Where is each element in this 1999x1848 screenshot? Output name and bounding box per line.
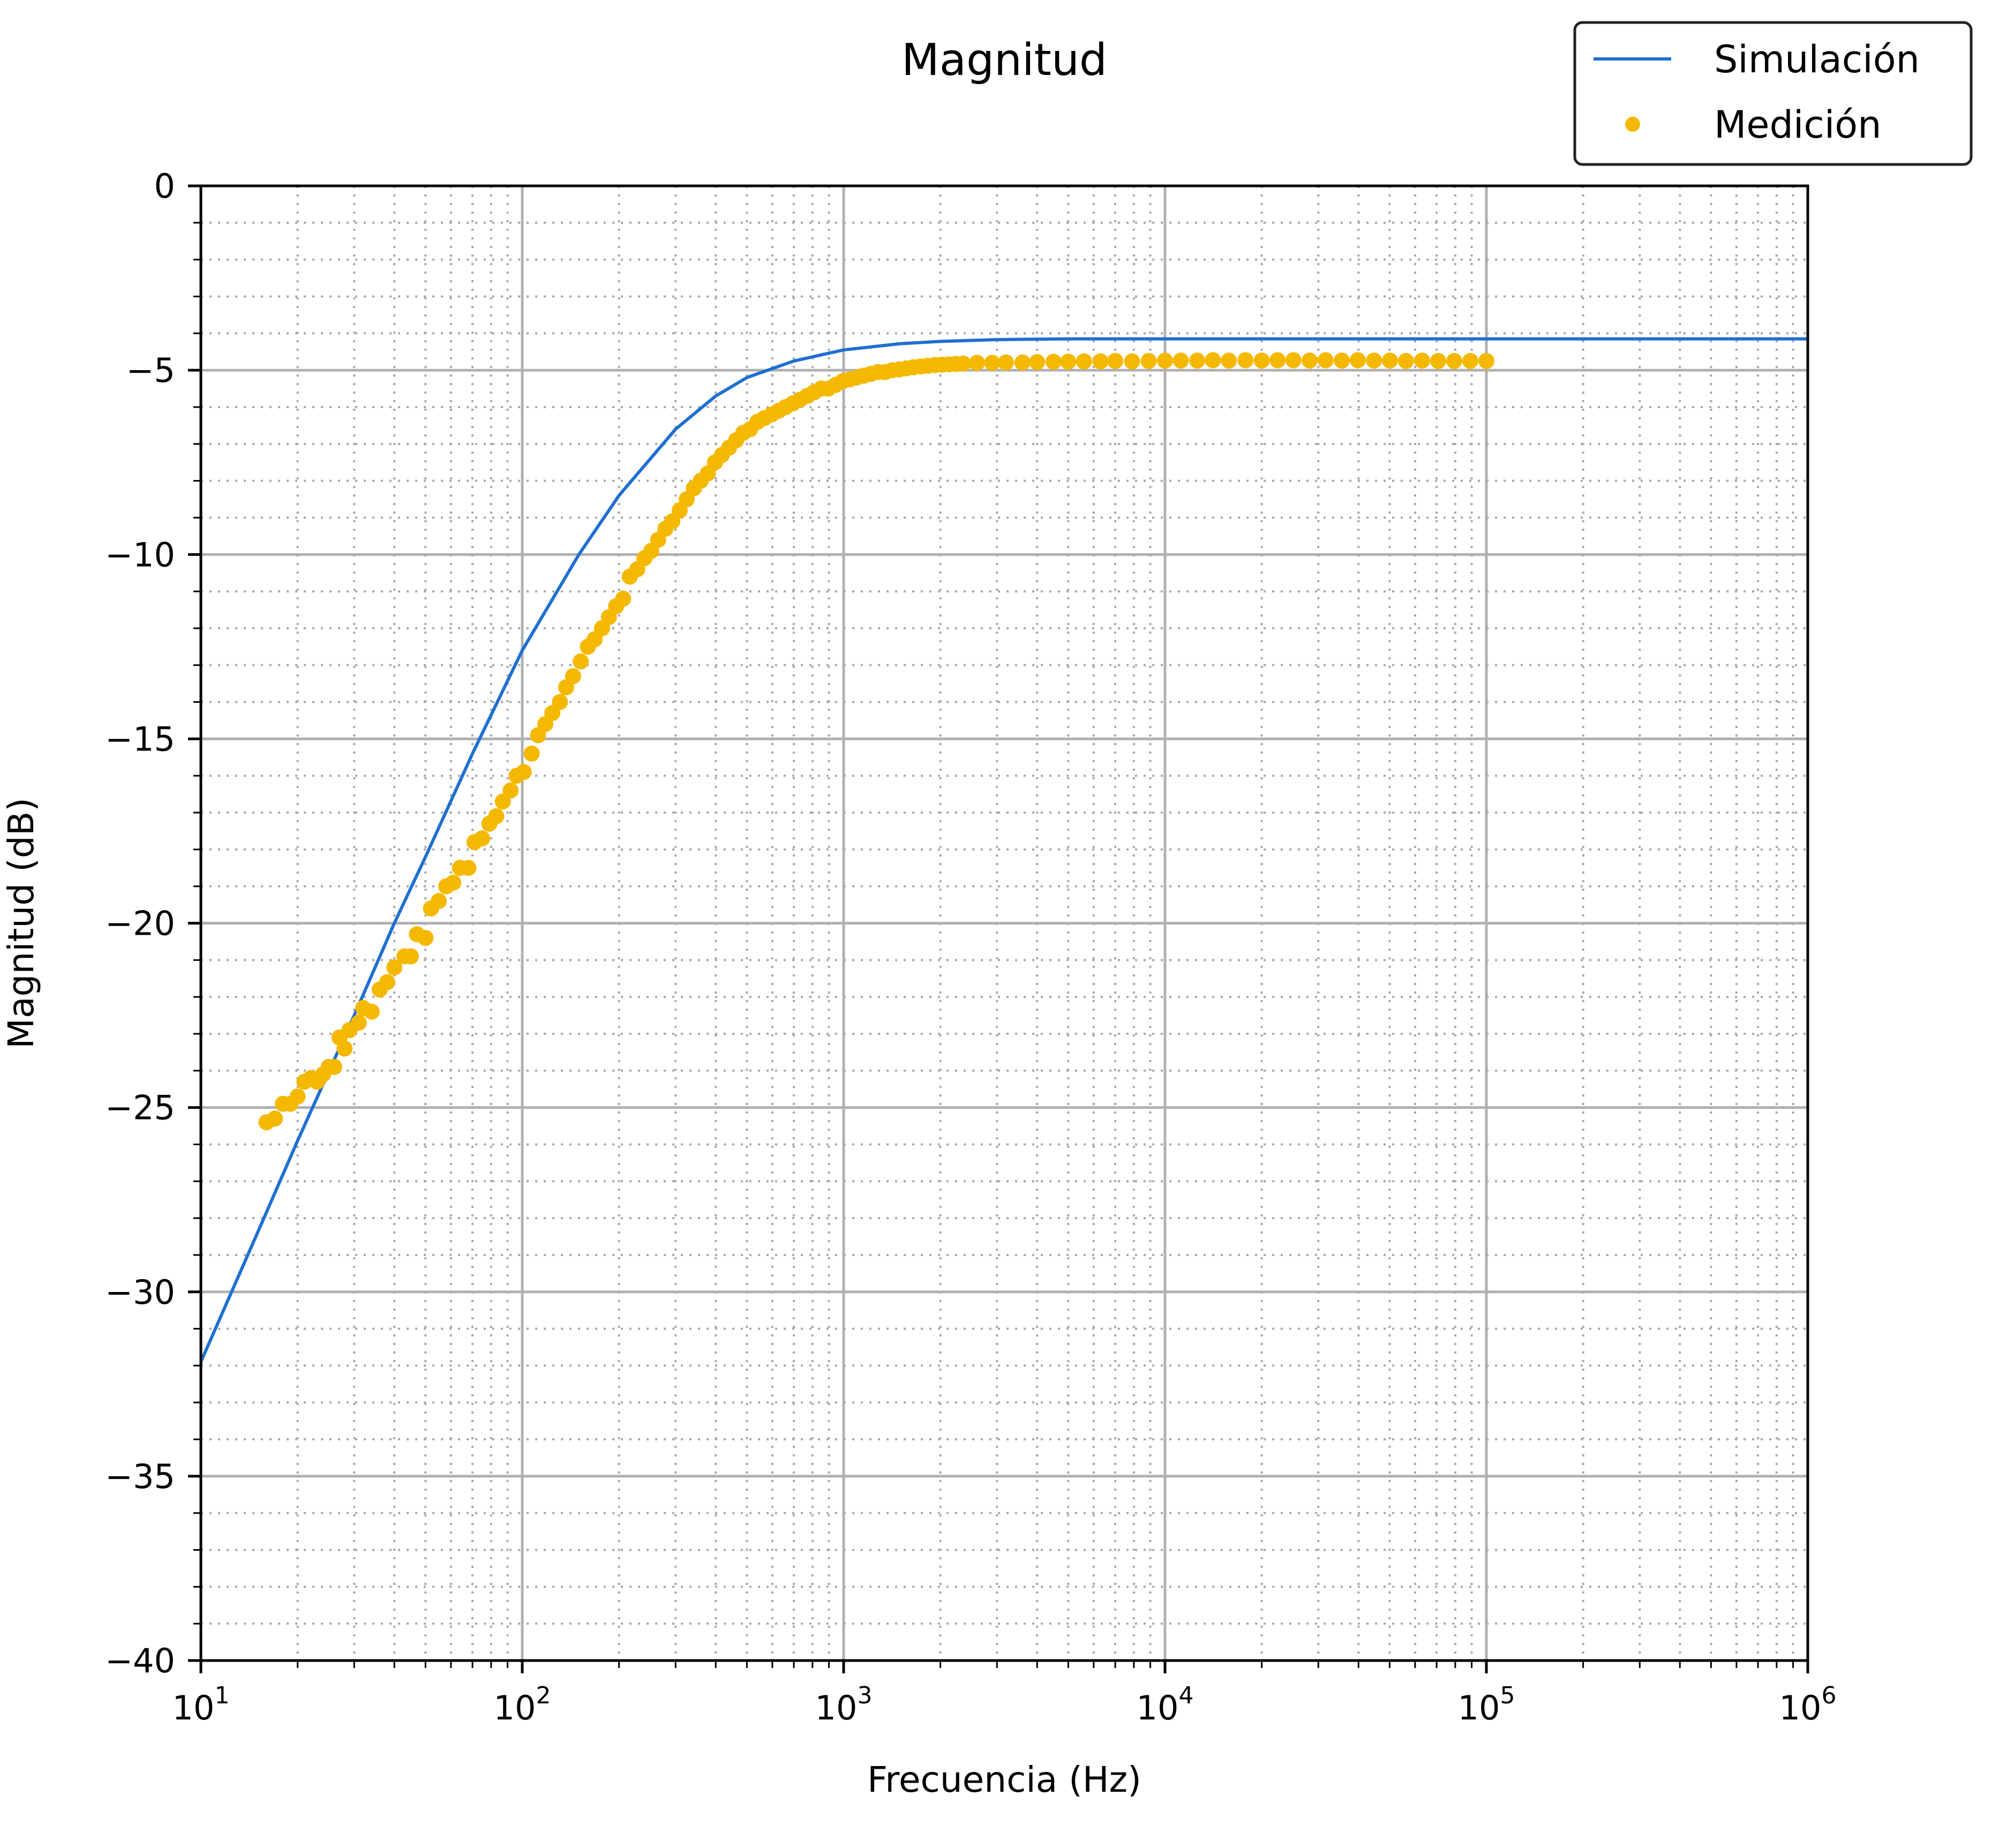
- data-point-medicion: [1124, 353, 1140, 370]
- data-point-medicion: [502, 782, 519, 799]
- data-point-medicion: [1334, 352, 1350, 369]
- data-point-medicion: [1269, 352, 1286, 369]
- legend-label-simulacion: Simulación: [1714, 37, 1920, 81]
- data-point-medicion: [515, 764, 532, 780]
- data-point-medicion: [431, 893, 447, 910]
- x-tick-label: 104: [1137, 1682, 1194, 1727]
- data-point-medicion: [955, 355, 972, 372]
- data-point-medicion: [1237, 352, 1254, 369]
- data-point-medicion: [1478, 352, 1494, 369]
- data-point-medicion: [523, 745, 540, 762]
- data-point-medicion: [1205, 352, 1221, 369]
- x-tick-label: 103: [815, 1682, 873, 1727]
- series-line-simulacion: [199, 337, 1808, 1363]
- legend-label-medicion: Medición: [1714, 103, 1881, 147]
- legend-box: [1573, 21, 1973, 166]
- data-point-medicion: [350, 1015, 367, 1031]
- y-axis-label: Magnitud (dB): [1, 798, 42, 1049]
- x-tick-label: 102: [494, 1682, 551, 1727]
- data-point-medicion: [1076, 353, 1092, 370]
- x-axis-ticks: 101 102 103 104 105 106: [172, 1661, 1837, 1727]
- x-tick-label: 105: [1458, 1682, 1515, 1727]
- x-axis-label: Frecuencia (Hz): [867, 1759, 1141, 1800]
- data-point-medicion: [1060, 354, 1077, 370]
- data-point-medicion: [417, 930, 434, 946]
- data-point-medicion: [363, 1003, 380, 1020]
- data-point-medicion: [1446, 352, 1462, 369]
- y-axis-ticks: 0 −5 −10 −15 −20 −25 −30 −35 −40: [105, 167, 201, 1680]
- data-point-medicion: [1029, 354, 1046, 370]
- data-point-medicion: [1414, 352, 1430, 369]
- data-point-medicion: [573, 653, 589, 670]
- legend: Simulación Medición: [1573, 21, 1973, 166]
- data-point-medicion: [1045, 354, 1062, 370]
- data-point-medicion: [1302, 352, 1318, 369]
- data-point-medicion: [1014, 354, 1031, 371]
- data-point-medicion: [1253, 352, 1270, 369]
- data-point-medicion: [460, 860, 477, 876]
- legend-swatch-medicion: [1625, 117, 1640, 132]
- y-tick-label: −15: [105, 719, 175, 758]
- y-tick-label: −35: [105, 1457, 175, 1496]
- data-point-medicion: [1107, 352, 1124, 369]
- data-point-medicion: [488, 808, 505, 824]
- y-tick-label: 0: [154, 167, 175, 206]
- data-point-medicion: [445, 874, 462, 891]
- data-point-medicion: [1189, 352, 1206, 369]
- data-point-medicion: [615, 590, 632, 607]
- data-point-medicion: [1140, 352, 1157, 369]
- data-point-medicion: [267, 1110, 283, 1127]
- y-tick-label: −10: [105, 535, 175, 574]
- y-tick-label: −25: [105, 1088, 175, 1128]
- data-point-medicion: [998, 354, 1014, 371]
- data-point-medicion: [379, 974, 395, 990]
- data-point-medicion: [565, 668, 581, 685]
- x-tick-label: 101: [172, 1682, 230, 1727]
- data-point-medicion: [1349, 352, 1366, 369]
- y-tick-label: −40: [105, 1641, 175, 1680]
- plot-series: [199, 337, 1808, 1363]
- data-point-medicion: [1430, 352, 1446, 369]
- x-tick-label: 106: [1779, 1682, 1837, 1727]
- data-point-medicion: [336, 1040, 353, 1057]
- data-point-medicion: [1221, 352, 1237, 369]
- data-point-medicion: [1397, 352, 1414, 369]
- data-point-medicion: [1092, 353, 1109, 370]
- data-point-medicion: [1317, 352, 1334, 369]
- data-point-medicion: [289, 1088, 306, 1105]
- data-point-medicion: [386, 959, 403, 976]
- y-tick-label: −5: [126, 351, 175, 390]
- data-point-medicion: [1381, 352, 1398, 369]
- data-point-medicion: [1173, 352, 1189, 369]
- data-point-medicion: [1462, 352, 1478, 369]
- data-point-medicion: [474, 830, 490, 847]
- data-point-medicion: [552, 694, 568, 710]
- y-tick-label: −20: [105, 904, 175, 943]
- chart-title: Magnitud: [901, 35, 1107, 86]
- data-point-medicion: [969, 355, 985, 371]
- data-point-medicion: [1157, 352, 1173, 369]
- data-point-medicion: [984, 355, 1001, 371]
- data-point-medicion: [1366, 352, 1382, 369]
- data-point-medicion: [326, 1058, 342, 1075]
- data-point-medicion: [402, 948, 419, 965]
- y-tick-label: −30: [105, 1273, 175, 1312]
- data-point-medicion: [1285, 352, 1302, 369]
